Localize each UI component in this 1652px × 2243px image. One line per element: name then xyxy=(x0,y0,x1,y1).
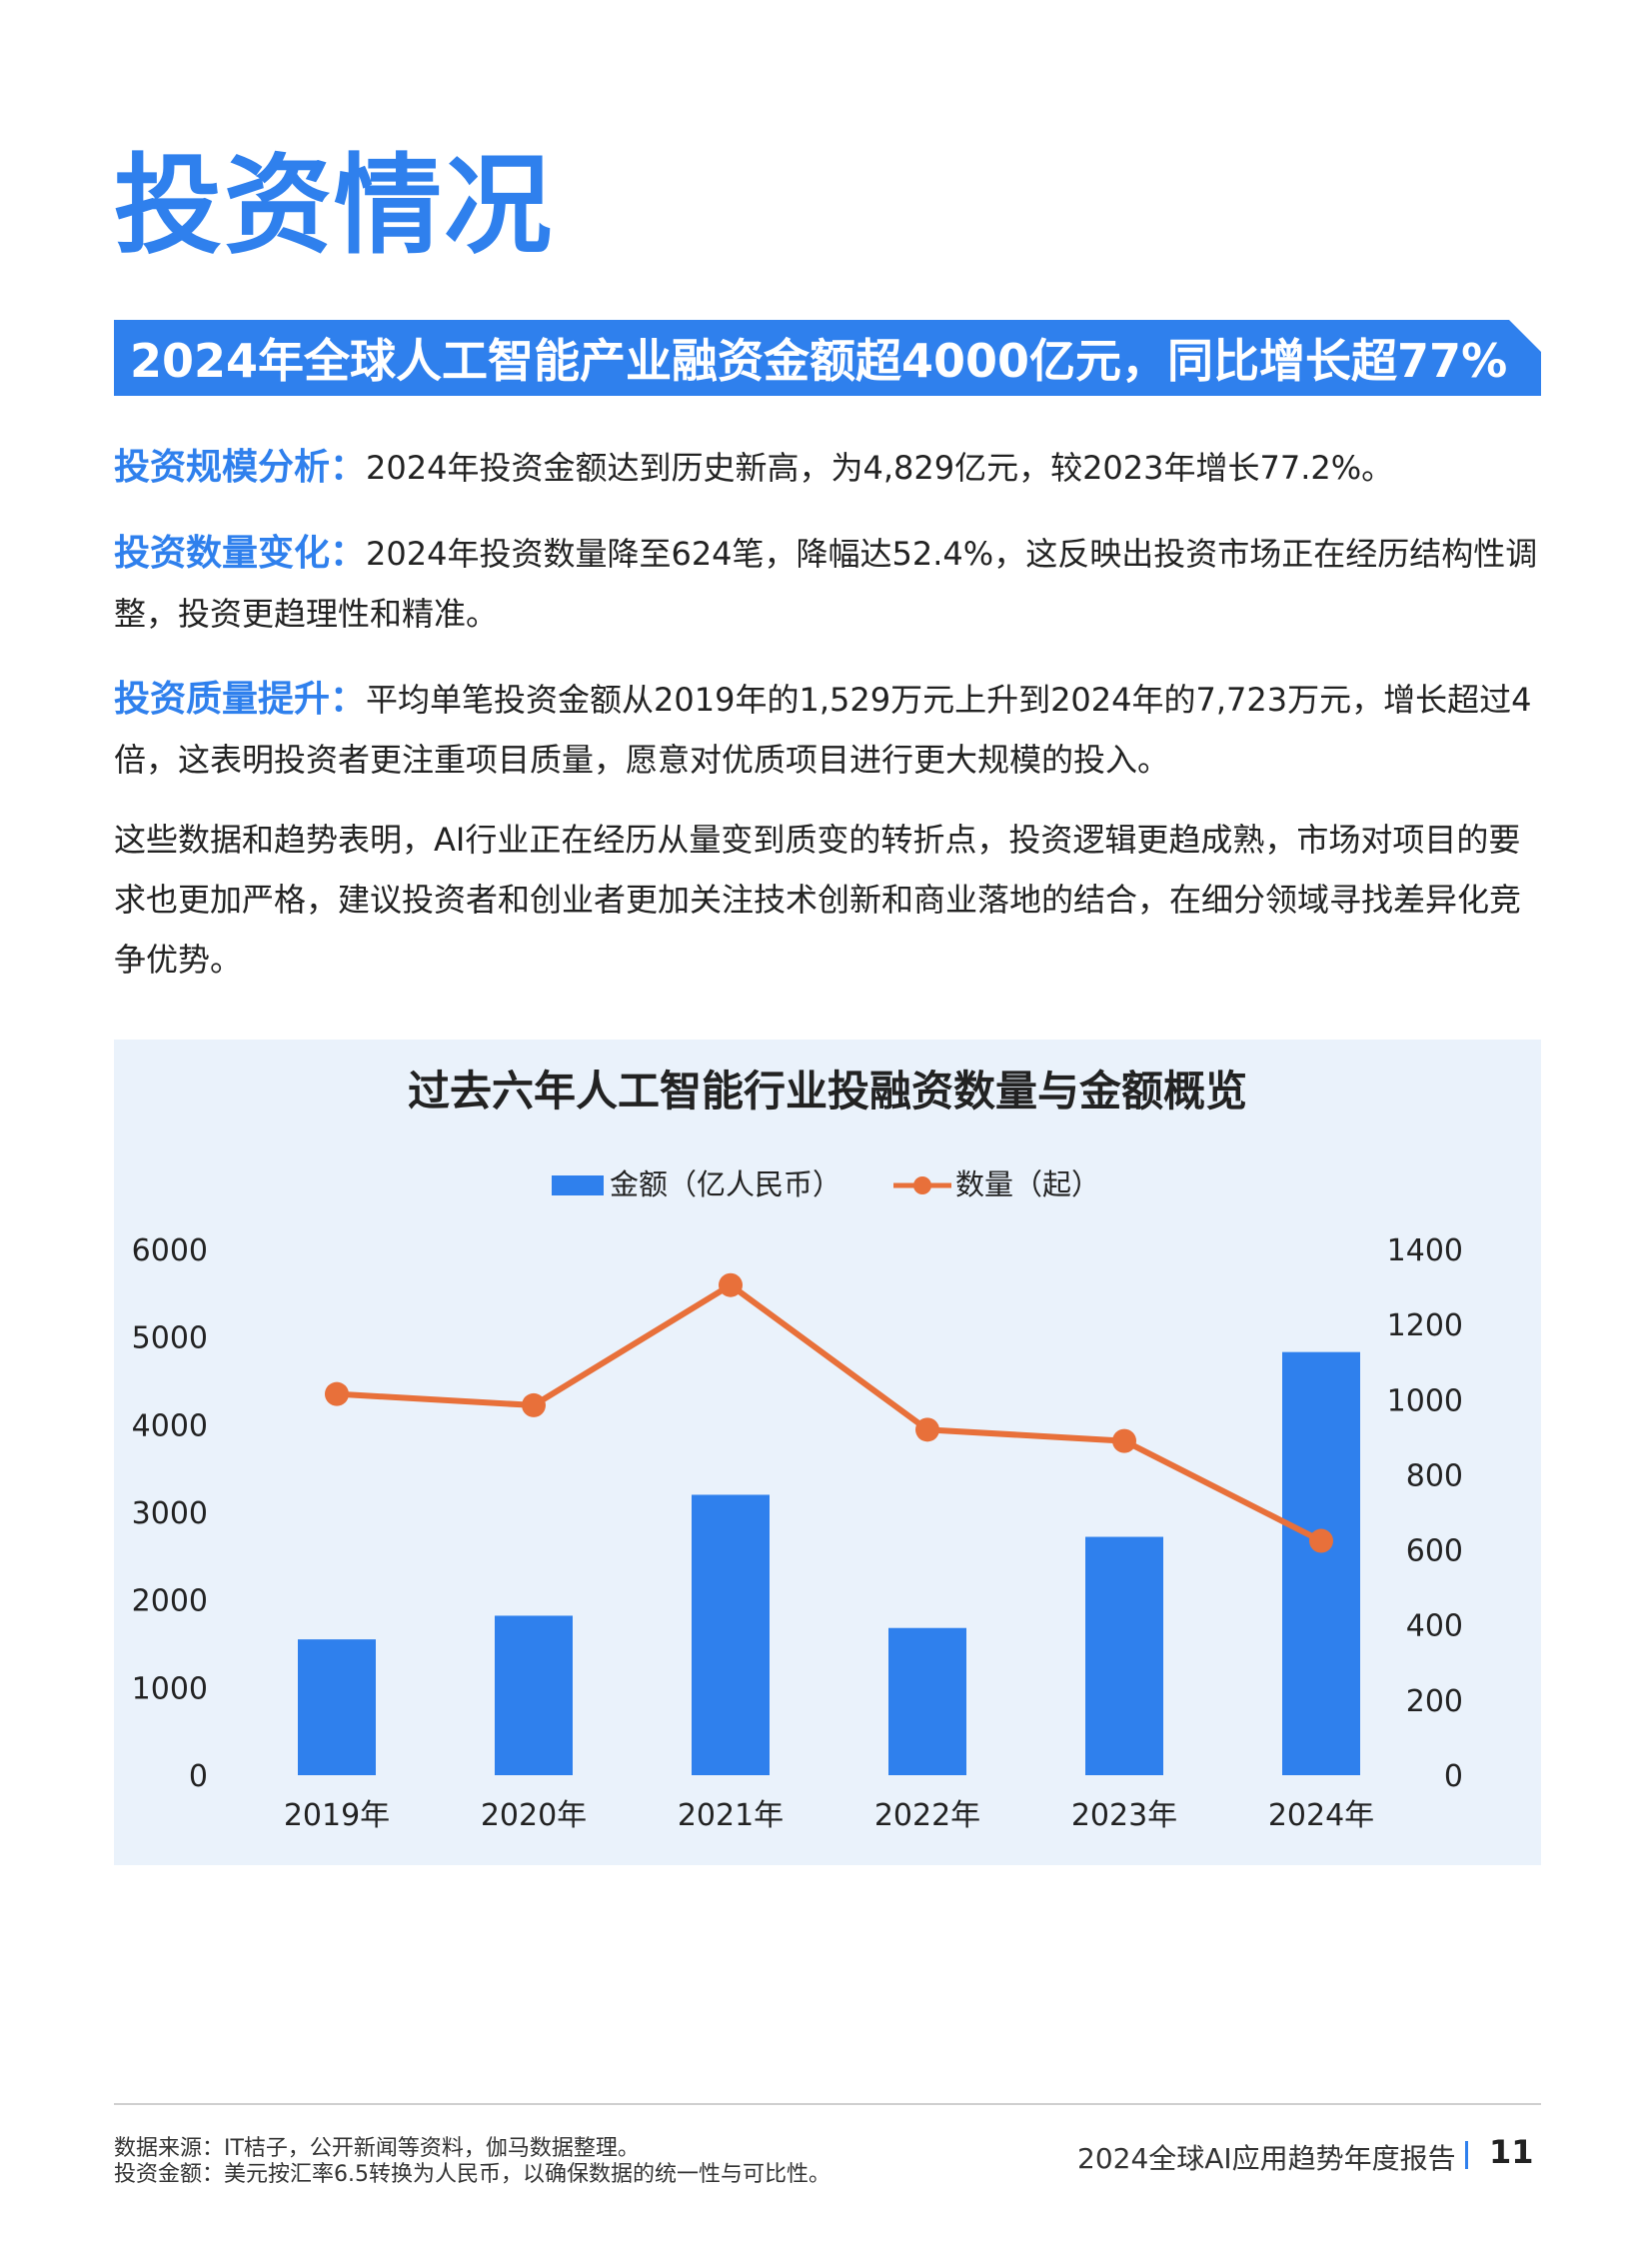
y-left-tick-label: 6000 xyxy=(132,1233,208,1268)
line-count-point xyxy=(915,1417,939,1442)
y-right-tick-label: 600 xyxy=(1406,1534,1463,1569)
y-left-tick-label: 4000 xyxy=(132,1408,208,1443)
page-number: 11 xyxy=(1489,2133,1534,2171)
y-right-tick-label: 200 xyxy=(1406,1684,1463,1719)
paragraph-lead: 投资质量提升： xyxy=(114,679,367,720)
paragraph-lead: 投资规模分析： xyxy=(114,447,367,488)
line-count-point xyxy=(522,1392,546,1417)
page-title: 投资情况 xyxy=(114,144,555,269)
chart-title: 过去六年人工智能行业投融资数量与金额概览 xyxy=(408,1067,1247,1116)
headline-text: 2024年全球人工智能产业融资金额超4000亿元，同比增长超77% xyxy=(130,334,1508,388)
legend-bar-label: 金额（亿人民币） xyxy=(610,1167,841,1201)
bar-amount xyxy=(692,1494,770,1775)
x-tick-label: 2020年 xyxy=(481,1798,587,1833)
y-right-tick-label: 1200 xyxy=(1387,1308,1463,1343)
y-right-tick-label: 400 xyxy=(1406,1609,1463,1644)
chart-panel: 过去六年人工智能行业投融资数量与金额概览金额（亿人民币） 数量（起） 0 1000 20… xyxy=(114,1040,1541,1865)
paragraph-scale: 投资规模分析：2024年投资金额达到历史新高，为4,829亿元，较2023年增长… xyxy=(114,438,1543,498)
y-left-tick-label: 2000 xyxy=(132,1584,208,1619)
footnote-currency: 投资金额：美元按汇率6.5转换为人民币，以确保数据的统一性与可比性。 xyxy=(114,2162,830,2187)
bar-amount xyxy=(1085,1536,1163,1775)
line-count-series xyxy=(336,1281,1323,1544)
bar-amount xyxy=(495,1615,573,1775)
footer-divider xyxy=(114,2103,1541,2105)
line-count-point xyxy=(1112,1428,1136,1453)
y-left-tick-label: 1000 xyxy=(132,1671,208,1706)
x-tick-label: 2021年 xyxy=(678,1798,784,1833)
report-separator xyxy=(1465,2141,1468,2169)
paragraph-lead: 投资数量变化： xyxy=(114,533,367,574)
y-left-tick-label: 0 xyxy=(189,1759,208,1794)
line-count-point xyxy=(325,1381,349,1406)
report-title: 2024全球AI应用趋势年度报告 xyxy=(1077,2142,1456,2175)
line-count-point xyxy=(1309,1528,1333,1553)
legend-line-label: 数量（起） xyxy=(955,1167,1100,1201)
footnote-source: 数据来源：IT桔子，公开新闻等资料，伽马数据整理。 xyxy=(114,2136,640,2161)
y-right-tick-label: 1000 xyxy=(1387,1383,1463,1418)
headline-banner: 2024年全球人工智能产业融资金额超4000亿元，同比增长超77% xyxy=(114,320,1541,396)
paragraph-quality: 投资质量提升：平均单笔投资金额从2019年的1,529万元上升到2024年的7,… xyxy=(114,670,1543,790)
legend-bar-swatch xyxy=(552,1175,604,1195)
line-count-point xyxy=(719,1272,743,1297)
paragraph-body: 这些数据和趋势表明，AI行业正在经历从量变到质变的转折点，投资逻辑更趋成熟，市场… xyxy=(114,821,1522,979)
y-right-tick-label: 800 xyxy=(1406,1458,1463,1493)
bar-amount xyxy=(298,1639,376,1775)
paragraph-body: 平均单笔投资金额从2019年的1,529万元上升到2024年的7,723万元，增… xyxy=(114,681,1532,779)
legend-line-marker xyxy=(913,1176,931,1194)
y-right-tick-label: 1400 xyxy=(1387,1233,1463,1268)
x-tick-label: 2024年 xyxy=(1268,1798,1374,1833)
paragraph-body: 2024年投资数量降至624笔，降幅达52.4%，这反映出投资市场正在经历结构性… xyxy=(114,535,1538,633)
x-tick-label: 2019年 xyxy=(284,1798,390,1833)
bar-amount xyxy=(888,1627,966,1775)
x-tick-label: 2022年 xyxy=(874,1798,980,1833)
x-tick-label: 2023年 xyxy=(1071,1798,1177,1833)
paragraph-summary: 这些数据和趋势表明，AI行业正在经历从量变到质变的转折点，投资逻辑更趋成熟，市场… xyxy=(114,810,1543,990)
y-left-tick-label: 3000 xyxy=(132,1496,208,1531)
bar-amount xyxy=(1282,1351,1360,1775)
y-right-tick-label: 0 xyxy=(1444,1759,1463,1794)
paragraph-body: 2024年投资金额达到历史新高，为4,829亿元，较2023年增长77.2%。 xyxy=(366,449,1394,487)
paragraph-count: 投资数量变化：2024年投资数量降至624笔，降幅达52.4%，这反映出投资市场… xyxy=(114,524,1543,644)
y-left-tick-label: 5000 xyxy=(132,1321,208,1356)
